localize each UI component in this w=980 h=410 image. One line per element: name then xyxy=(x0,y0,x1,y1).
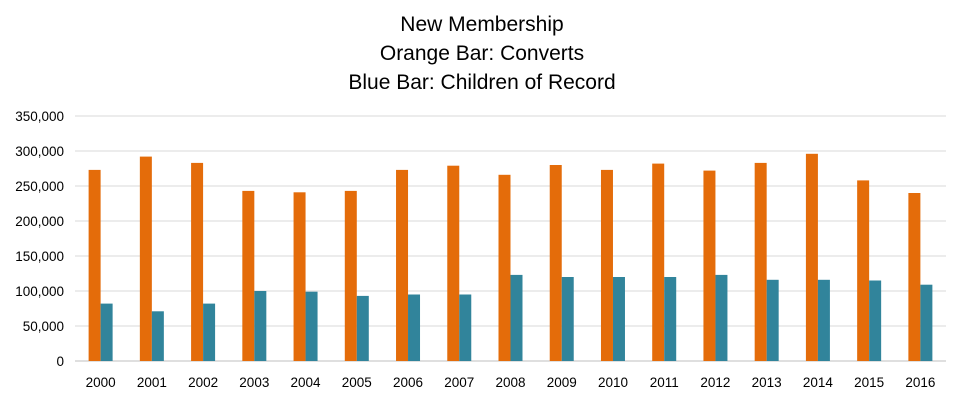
x-tick-label: 2014 xyxy=(803,375,834,390)
bar-children-of-record xyxy=(664,277,677,361)
x-tick-label: 2015 xyxy=(854,375,884,390)
x-tick-label: 2010 xyxy=(598,375,628,390)
bar-converts xyxy=(652,163,665,361)
bar-converts xyxy=(293,192,306,361)
y-tick-label: 300,000 xyxy=(15,144,64,159)
bar-children-of-record xyxy=(561,277,574,361)
bar-converts xyxy=(703,170,716,361)
bar-children-of-record xyxy=(254,291,267,361)
x-tick-label: 2002 xyxy=(188,375,218,390)
bar-children-of-record xyxy=(151,311,164,361)
bar-children-of-record xyxy=(715,274,728,361)
y-tick-label: 350,000 xyxy=(15,109,64,124)
bar-converts xyxy=(549,165,562,361)
bar-children-of-record xyxy=(203,303,216,361)
bar-converts xyxy=(857,180,870,361)
bar-children-of-record xyxy=(459,294,472,361)
bar-children-of-record xyxy=(356,295,369,361)
x-tick-label: 2006 xyxy=(393,375,423,390)
bar-converts xyxy=(344,190,357,361)
x-tick-label: 2007 xyxy=(444,375,474,390)
bar-children-of-record xyxy=(612,277,625,361)
bar-converts xyxy=(139,156,152,361)
bar-converts xyxy=(242,190,255,361)
x-axis-tick-labels: 2000 2001 2002 2003 2004 2005 2006 2007 2008 2009… xyxy=(86,375,936,390)
bar-converts xyxy=(498,174,511,361)
y-axis-tick-labels: 0 50,000 100,000 150,000 200,000 250,000 300,0… xyxy=(15,109,64,369)
y-tick-label: 100,000 xyxy=(15,284,64,299)
bar-converts xyxy=(805,153,818,361)
bar-children-of-record xyxy=(510,274,523,361)
x-tick-label: 2000 xyxy=(86,375,116,390)
x-tick-label: 2004 xyxy=(291,375,322,390)
x-tick-label: 2003 xyxy=(239,375,269,390)
x-tick-label: 2012 xyxy=(700,375,730,390)
chart-title-group: New Membership Orange Bar: Converts Blue… xyxy=(348,13,615,94)
x-tick-label: 2001 xyxy=(137,375,167,390)
chart-title: New Membership xyxy=(400,13,563,36)
y-tick-label: 50,000 xyxy=(23,319,64,334)
y-tick-label: 0 xyxy=(56,354,64,369)
x-tick-label: 2011 xyxy=(650,375,679,390)
chart-subtitle-children: Blue Bar: Children of Record xyxy=(348,71,615,94)
bar-converts xyxy=(754,162,767,361)
bar-children-of-record xyxy=(817,279,830,361)
x-tick-label: 2008 xyxy=(495,375,525,390)
y-tick-label: 200,000 xyxy=(15,214,64,229)
chart-subtitle-converts: Orange Bar: Converts xyxy=(380,42,584,65)
bar-converts xyxy=(600,169,613,361)
bars xyxy=(88,153,933,361)
bar-converts xyxy=(908,193,921,361)
x-tick-label: 2009 xyxy=(547,375,577,390)
x-tick-label: 2016 xyxy=(905,375,935,390)
bar-children-of-record xyxy=(305,291,318,361)
bar-children-of-record xyxy=(100,303,113,361)
bar-children-of-record xyxy=(920,284,933,361)
y-tick-label: 150,000 xyxy=(15,249,64,264)
bar-converts xyxy=(191,162,204,361)
bar-converts xyxy=(88,169,101,361)
bar-converts xyxy=(447,165,460,361)
x-tick-label: 2005 xyxy=(342,375,372,390)
bar-converts xyxy=(396,169,409,361)
x-tick-label: 2013 xyxy=(752,375,782,390)
bar-children-of-record xyxy=(869,280,882,361)
bar-children-of-record xyxy=(408,294,421,361)
bar-children-of-record xyxy=(766,279,779,361)
y-tick-label: 250,000 xyxy=(15,179,64,194)
